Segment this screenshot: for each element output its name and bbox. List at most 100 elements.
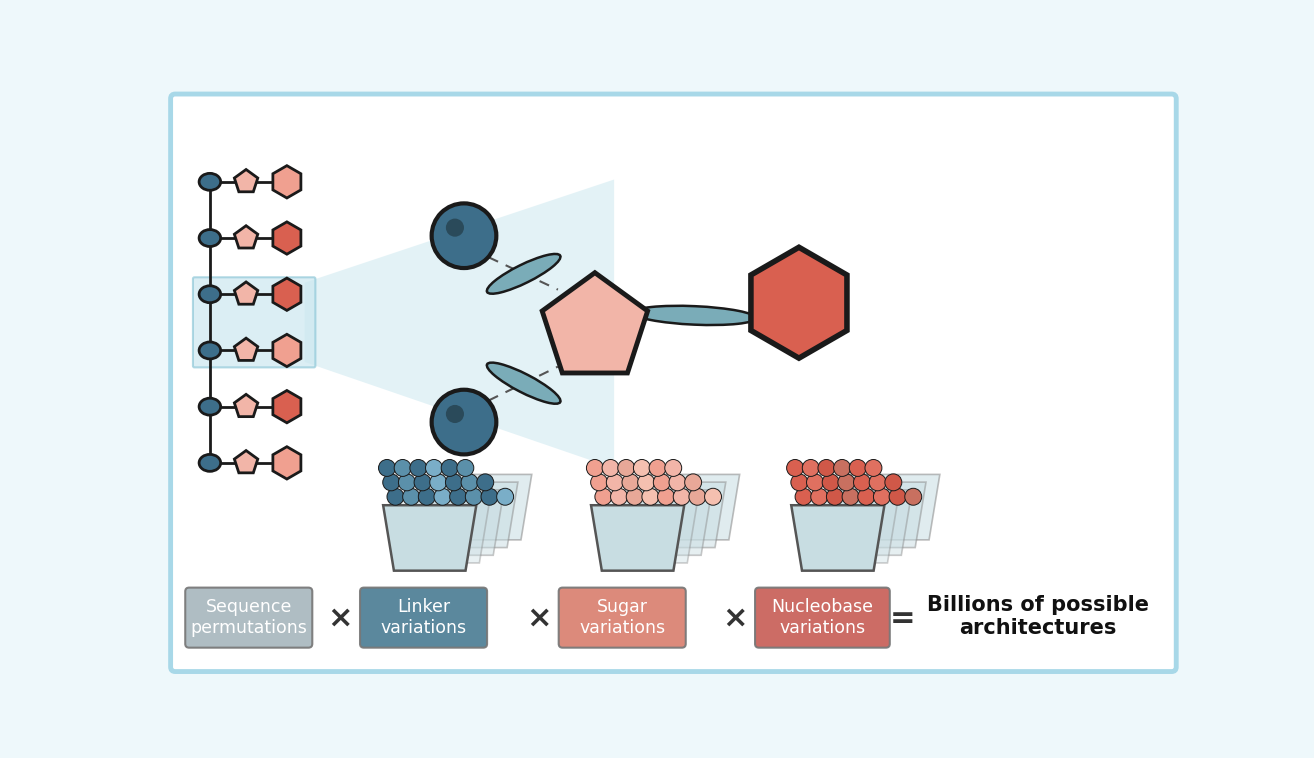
Circle shape [461,474,478,491]
Polygon shape [234,170,258,192]
Polygon shape [234,338,258,360]
Circle shape [410,459,427,477]
Circle shape [611,488,628,506]
Ellipse shape [200,230,221,246]
Polygon shape [273,446,301,479]
FancyBboxPatch shape [558,587,686,647]
Circle shape [457,459,474,477]
Circle shape [649,459,666,477]
FancyBboxPatch shape [756,587,890,647]
Polygon shape [604,497,698,563]
Polygon shape [273,334,301,367]
Circle shape [795,488,812,506]
Circle shape [434,488,451,506]
Polygon shape [273,166,301,198]
FancyBboxPatch shape [185,587,313,647]
Circle shape [890,488,907,506]
Circle shape [627,488,643,506]
FancyBboxPatch shape [171,94,1176,672]
Polygon shape [819,490,912,556]
Circle shape [430,474,447,491]
Circle shape [602,459,619,477]
Ellipse shape [200,398,221,415]
Ellipse shape [200,342,221,359]
Circle shape [704,488,721,506]
Circle shape [807,474,824,491]
Circle shape [653,474,670,491]
FancyBboxPatch shape [360,587,487,647]
Circle shape [633,459,650,477]
Circle shape [431,390,497,454]
Polygon shape [791,506,884,571]
Text: Linker
variations: Linker variations [381,598,466,637]
Text: Billions of possible
architectures: Billions of possible architectures [926,595,1148,638]
Polygon shape [273,278,301,311]
Circle shape [618,459,635,477]
Circle shape [643,488,658,506]
Polygon shape [273,390,301,423]
Circle shape [669,474,686,491]
Circle shape [787,459,804,477]
Circle shape [849,459,866,477]
Polygon shape [833,482,926,547]
Circle shape [827,488,844,506]
Text: Sequence
permutations: Sequence permutations [191,598,307,637]
Polygon shape [619,490,712,556]
Circle shape [811,488,828,506]
Polygon shape [384,506,476,571]
Circle shape [685,474,702,491]
Circle shape [854,474,870,491]
Circle shape [803,459,819,477]
Circle shape [497,488,514,506]
Polygon shape [234,226,258,248]
Circle shape [591,474,607,491]
Polygon shape [305,180,614,468]
Circle shape [398,474,415,491]
Polygon shape [234,450,258,473]
Text: =: = [890,604,916,633]
Circle shape [622,474,639,491]
Circle shape [657,488,674,506]
Circle shape [865,459,882,477]
Polygon shape [632,482,725,547]
Circle shape [426,459,443,477]
Circle shape [388,488,403,506]
Polygon shape [273,222,301,254]
Circle shape [442,459,459,477]
Polygon shape [646,475,740,540]
Polygon shape [234,282,258,304]
Circle shape [838,474,855,491]
Ellipse shape [633,305,756,325]
Polygon shape [750,247,848,358]
Polygon shape [424,482,518,547]
Circle shape [445,218,464,236]
Circle shape [823,474,840,491]
Ellipse shape [487,362,561,404]
Circle shape [402,488,419,506]
Ellipse shape [200,174,221,190]
Circle shape [477,474,494,491]
Circle shape [791,474,808,491]
Circle shape [869,474,886,491]
Circle shape [418,488,435,506]
Circle shape [673,488,690,506]
Polygon shape [805,497,899,563]
Text: ×: × [526,604,552,633]
Polygon shape [397,497,490,563]
Ellipse shape [200,286,221,302]
Polygon shape [411,490,505,556]
Ellipse shape [487,254,561,294]
Circle shape [884,474,901,491]
Text: Nucleobase
variations: Nucleobase variations [771,598,874,637]
Polygon shape [234,394,258,417]
Circle shape [833,459,850,477]
Circle shape [449,488,466,506]
Circle shape [481,488,498,506]
Text: Sugar
variations: Sugar variations [579,598,665,637]
Circle shape [905,488,921,506]
Circle shape [414,474,431,491]
Text: ×: × [723,604,748,633]
Circle shape [874,488,891,506]
Circle shape [445,474,463,491]
Circle shape [665,459,682,477]
